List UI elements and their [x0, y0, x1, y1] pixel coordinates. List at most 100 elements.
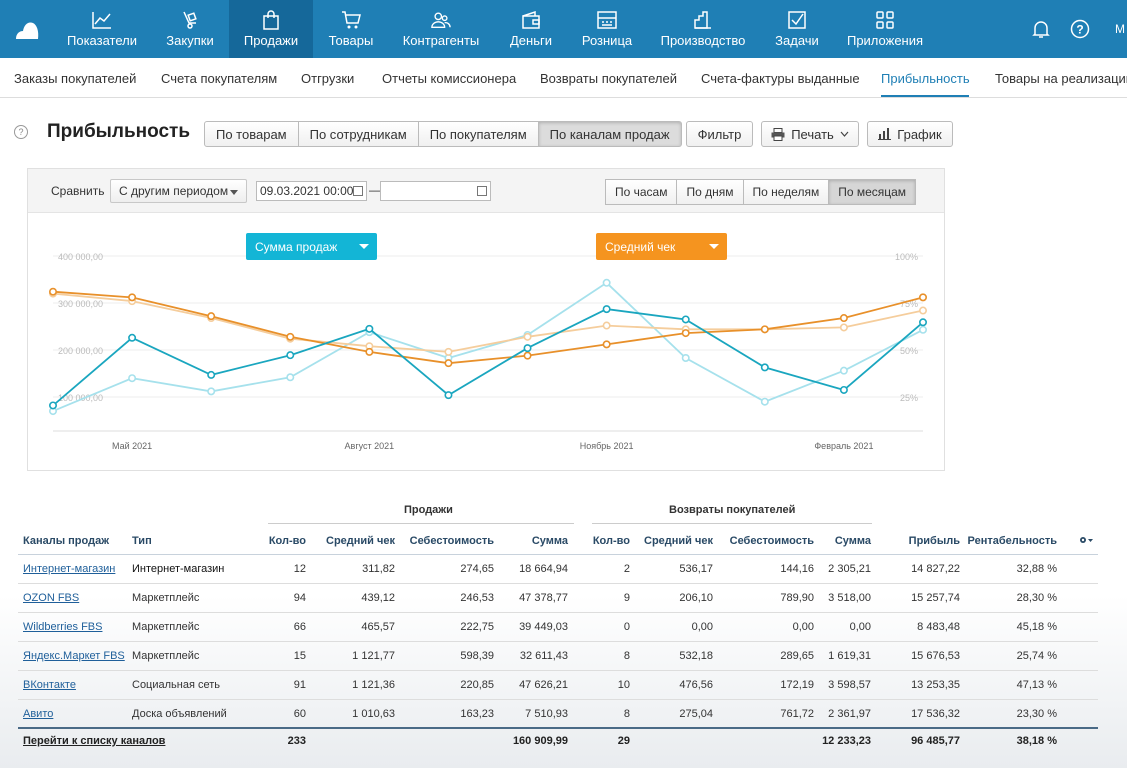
col-header-channel[interactable]: Каналы продаж [23, 535, 110, 547]
hand-cart-icon [180, 10, 200, 30]
col-header-returns-cost[interactable]: Себестоимость [729, 535, 814, 547]
subnav-item-customer-returns[interactable]: Возвраты покупателей [540, 71, 677, 86]
period-hours[interactable]: По часам [605, 179, 678, 205]
table-cell-channel[interactable]: Яндекс.Маркет FBS [23, 650, 125, 662]
table-cell-avg-check: 1 121,77 [352, 650, 395, 662]
table-cell-channel[interactable]: Авито [23, 708, 54, 720]
chart-button[interactable]: График [867, 121, 953, 147]
left-axis-tick-label: 400 000,00 [58, 252, 103, 262]
nav-item-tasks[interactable]: Задачи [768, 0, 826, 58]
top-navigation-bar: Показатели Закупки Продажи Товары Контра… [0, 0, 1127, 58]
nav-item-sales[interactable]: Продажи [229, 0, 313, 58]
notifications-button[interactable] [1031, 0, 1051, 58]
dropdown-caret-icon [709, 244, 719, 249]
col-header-type[interactable]: Тип [132, 535, 152, 547]
nav-item-money[interactable]: Деньги [500, 0, 562, 58]
col-header-returns-sum[interactable]: Сумма [834, 535, 871, 547]
nav-item-goods[interactable]: Товары [318, 0, 384, 58]
bell-icon [1032, 21, 1050, 38]
print-button-label: Печать [791, 126, 834, 142]
table-cell-channel[interactable]: Wildberries FBS [23, 621, 103, 633]
period-months[interactable]: По месяцам [829, 179, 917, 205]
sales-sum-prev-series-point [207, 387, 216, 396]
subnav-item-invoices[interactable]: Счета покупателям [161, 71, 278, 86]
table-cell-margin: 47,13 % [1016, 679, 1057, 691]
average-check-series-point [839, 314, 848, 323]
table-row: Авито Доска объявлений 60 1 010,63 163,23 7 5… [18, 700, 1098, 729]
col-header-profit[interactable]: Прибыль [908, 535, 960, 547]
table-cell-channel[interactable]: OZON FBS [23, 592, 80, 604]
nav-item-label: Приложения [846, 33, 924, 48]
subnav-item-commission-reports[interactable]: Отчеты комиссионера [382, 71, 517, 86]
table-cell-returns-qty: 2 [623, 563, 630, 575]
go-to-channels-link[interactable]: Перейти к списку каналов [23, 735, 166, 747]
period-days[interactable]: По дням [677, 179, 744, 205]
profitability-line-chart: 400 000,00 300 000,00 200 000,00 100 000,00… [48, 252, 927, 451]
right-axis-tick-label: 75% [900, 299, 918, 309]
subnav-item-customer-orders[interactable]: Заказы покупателей [14, 71, 137, 86]
col-header-avg[interactable]: Средний чек [326, 535, 395, 547]
subnav-item-goods-on-sale[interactable]: Товары на реализации [995, 71, 1127, 86]
right-metric-selector[interactable]: Средний чек [596, 233, 727, 260]
date-from-input[interactable]: 09.03.2021 00:00 [256, 181, 367, 201]
print-button[interactable]: Печать [761, 121, 859, 147]
date-from-value: 09.03.2021 00:00 [260, 184, 354, 198]
tab-by-sales-channels[interactable]: По каналам продаж [538, 121, 682, 147]
table-cell-returns-sum: 2 361,97 [828, 708, 871, 720]
sales-sum-prev-series-point [918, 325, 927, 334]
subnav-item-profitability[interactable]: Прибыльность [881, 71, 970, 86]
dropdown-caret-icon [230, 190, 238, 195]
col-header-sum[interactable]: Сумма [531, 535, 568, 547]
page-title: Прибыльность [47, 121, 191, 142]
checkbox-icon [787, 10, 807, 30]
tab-by-goods[interactable]: По товарам [204, 121, 299, 147]
sales-sum-prev-series-point [602, 278, 611, 287]
nav-item-label: Деньги [510, 33, 552, 48]
filter-button[interactable]: Фильтр [686, 121, 753, 147]
table-cell-returns-sum: 1 619,31 [828, 650, 871, 662]
table-cell-returns-cost: 789,90 [780, 592, 814, 604]
col-header-margin[interactable]: Рентабельность [967, 535, 1057, 547]
nav-item-counterparties[interactable]: Контрагенты [395, 0, 487, 58]
table-row: Интернет-магазин Интернет-магазин 12 311,82… [18, 555, 1098, 584]
col-header-returns-avg[interactable]: Средний чек [644, 535, 713, 547]
table-cell-channel[interactable]: ВКонтакте [23, 679, 76, 691]
moysklad-logo-icon[interactable] [14, 19, 40, 41]
col-header-returns-qty[interactable]: Кол-во [592, 535, 630, 547]
date-to-input[interactable] [380, 181, 491, 201]
table-cell-profit: 8 483,48 [917, 621, 960, 633]
average-check-prev-series-point [839, 323, 848, 332]
nav-item-indicators[interactable]: Показатели [62, 0, 142, 58]
table-row: OZON FBS Маркетплейс 94 439,12 246,53 47 378,… [18, 584, 1098, 613]
subnav-item-shipments[interactable]: Отгрузки [301, 71, 355, 86]
user-menu[interactable]: M [1115, 0, 1125, 58]
col-header-qty[interactable]: Кол-во [268, 535, 306, 547]
sales-sum-prev-series-point [760, 397, 769, 406]
average-check-series-point [286, 332, 295, 341]
table-cell-cost: 274,65 [460, 563, 494, 575]
calendar-icon[interactable] [477, 186, 487, 196]
nav-item-production[interactable]: Производство [656, 0, 750, 58]
page-help-icon[interactable]: ? [14, 125, 28, 139]
table-cell-sum: 32 611,43 [519, 650, 568, 662]
sales-sum-series-point [681, 315, 690, 324]
period-weeks[interactable]: По неделям [743, 179, 830, 205]
tab-by-employees[interactable]: По сотрудникам [298, 121, 419, 147]
tab-by-customers[interactable]: По покупателям [418, 121, 539, 147]
average-check-series-line [52, 290, 924, 365]
right-axis-tick-label: 50% [900, 346, 918, 356]
sales-sum-series-point [918, 318, 927, 327]
subnav-item-issued-invoices[interactable]: Счета-фактуры выданные [701, 71, 860, 86]
nav-item-apps[interactable]: Приложения [842, 0, 928, 58]
report-view-tabs: По товарам По сотрудникам По покупателям… [204, 121, 682, 147]
col-header-cost[interactable]: Себестоимость [409, 535, 494, 547]
compare-mode-select[interactable]: С другим периодом [110, 179, 247, 203]
right-axis-tick-label: 25% [900, 393, 918, 403]
nav-item-purchases[interactable]: Закупки [155, 0, 225, 58]
calendar-icon[interactable] [353, 186, 363, 196]
nav-item-retail[interactable]: Розница [575, 0, 639, 58]
left-metric-selector[interactable]: Сумма продаж [246, 233, 377, 260]
help-button[interactable]: ? [1070, 0, 1090, 58]
table-cell-channel[interactable]: Интернет-магазин [23, 563, 116, 575]
column-settings-gear-icon[interactable] [1078, 535, 1094, 548]
